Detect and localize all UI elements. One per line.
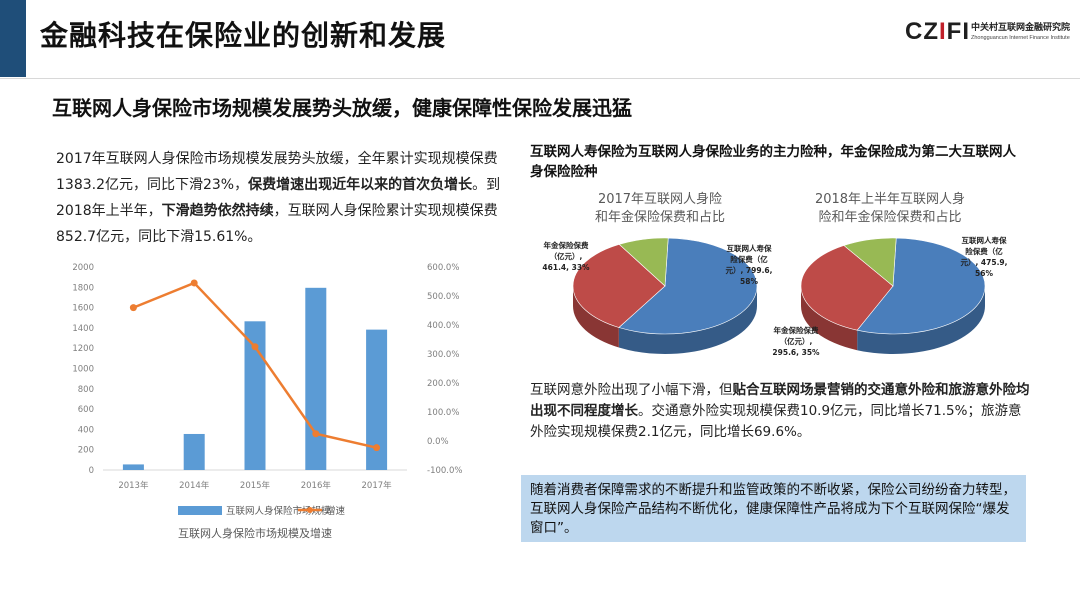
x-tick-label: 2013年 (118, 480, 149, 491)
pie-slice (618, 237, 758, 335)
x-tick-label: 2017年 (362, 480, 393, 491)
left-paragraph-part: 2017年互联网人身保险市场规模发展势头放缓，全年累计实现规模保费1383.2亿… (56, 151, 498, 193)
label-line: 互联网人寿保 (961, 236, 1007, 245)
growth-point-2016年 (312, 430, 320, 438)
bar-2014年 (183, 433, 205, 470)
label-line: 年金保险保费 (543, 241, 589, 250)
page-title: 金融科技在保险业的创新和发展 (40, 19, 447, 52)
pie-chart-2018h1 (800, 237, 986, 354)
y-right-tick-label: 100.0% (427, 408, 459, 418)
pie-slice-side (801, 286, 858, 351)
logo-mark: CZIFI (905, 18, 970, 45)
bar-2013年 (122, 464, 144, 470)
y-left-tick-label: 1200 (72, 344, 94, 354)
x-tick-label: 2016年 (301, 480, 332, 491)
chart-title: 互联网人身保险市场规模及增速 (178, 526, 332, 540)
pie-slice (856, 237, 986, 335)
logo-english-name: Zhongguancun Internet Finance Institute (971, 35, 1070, 41)
header-divider (0, 78, 1080, 79)
y-right-tick-label: 400.0% (427, 321, 459, 331)
y-right-tick-label: 500.0% (427, 292, 459, 302)
bar-2016年 (305, 287, 327, 470)
y-left-tick-label: 400 (78, 425, 94, 435)
y-left-tick-label: 200 (78, 446, 94, 456)
pie-2017-label-annuity: 年金保险保费 （亿元）, 461.4, 33% (535, 240, 597, 273)
left-paragraph-bold: 下滑趋势依然持续 (161, 203, 274, 219)
y-right-tick-label: 600.0% (427, 263, 459, 273)
legend-swatch-bar (178, 506, 222, 515)
growth-point-2013年 (129, 304, 137, 312)
pie-slice-side (857, 286, 985, 354)
left-paragraph-part: ，互联网人身保险累计实现规模保费852.7亿元，同比下滑15.61%。 (56, 203, 498, 245)
y-left-tick-label: 800 (78, 385, 94, 395)
y-left-tick-label: 600 (78, 405, 94, 415)
label-line: 58% (740, 277, 758, 286)
pie-2017-title: 2017年互联网人身险 和年金保险保费和占比 (560, 191, 760, 227)
bar-2017年 (366, 329, 388, 470)
y-left-tick-label: 1000 (72, 365, 94, 375)
growth-point-2017年 (373, 444, 381, 452)
y-right-tick-label: 200.0% (427, 379, 459, 389)
pie-slice (843, 237, 897, 287)
pie-2017-title-line2: 和年金保险保费和占比 (594, 210, 725, 225)
label-line: （亿元）, (779, 337, 813, 346)
pie-slice (800, 245, 894, 331)
pie-slice-side (573, 286, 619, 348)
right-paragraph: 互联网意外险出现了小幅下滑，但贴合互联网场景营销的交通意外险和旅游意外险均出现不… (530, 380, 1030, 443)
pie-chart-2017 (572, 237, 758, 354)
section-subtitle: 互联网人身保险市场规模发展势头放缓，健康保障性保险发展迅猛 (52, 96, 632, 120)
conclusion-box (521, 475, 1026, 542)
y-right-tick-label: 300.0% (427, 350, 459, 360)
pie-2017-label-life: 互联网人寿保 险保费（亿 元）, 799.6, 58% (718, 243, 780, 287)
pie-2017-title-line1: 2017年互联网人身险 (597, 192, 723, 207)
left-paragraph-part: 。到2018年上半年， (56, 177, 501, 219)
bar-2015年 (244, 321, 266, 470)
conclusion-text: 随着消费者保障需求的不断提升和监管政策的不断收紧，保险公司纷纷奋力转型，互联网人… (530, 482, 1016, 536)
x-tick-label: 2014年 (179, 480, 210, 491)
label-line: 295.6, 35% (772, 348, 820, 357)
market-size-growth-chart: 0 200 400 600 800 1000 1200 1400 1600 1800 2000 -1… (72, 263, 462, 540)
y-right-tick-label: -100.0% (427, 466, 462, 476)
right-heading: 互联网人寿保险为互联网人身保险业务的主力险种，年金保险成为第二大互联网人身保险险… (530, 144, 1016, 180)
legend-label-bar: 互联网人身保险市场规模 (226, 505, 331, 517)
left-paragraph: 2017年互联网人身保险市场规模发展势头放缓，全年累计实现规模保费1383.2亿… (56, 146, 506, 250)
y-left-tick-label: 0 (89, 466, 94, 476)
legend-label-line: 增速 (326, 505, 346, 517)
right-paragraph-bold: 贴合互联网场景营销的交通意外险和旅游意外险均出现不同程度增长 (530, 382, 1030, 419)
legend-swatch-marker (307, 507, 313, 513)
label-line: 元）, 475.9, (960, 258, 1008, 267)
right-paragraph-part: 互联网意外险出现了小幅下滑，但 (530, 382, 733, 398)
label-line: 461.4, 33% (542, 263, 590, 272)
pie-slice (618, 237, 669, 287)
label-line: 56% (975, 269, 993, 278)
pie-2018h1-title: 2018年上半年互联网人身 险和年金保险保费和占比 (790, 191, 990, 227)
pie-slice-side (618, 286, 757, 354)
label-line: 互联网人寿保 (726, 244, 772, 253)
y-left-tick-label: 1800 (72, 283, 94, 293)
label-line: 险保费（亿 (965, 247, 1003, 256)
pie-2018h1-label-life: 互联网人寿保 险保费（亿 元）, 475.9, 56% (953, 235, 1015, 279)
label-line: 年金保险保费 (773, 326, 819, 335)
logo-chinese-name: 中关村互联网金融研究院 (971, 23, 1071, 33)
x-tick-label: 2015年 (240, 480, 271, 491)
pie-2018h1-title-line1: 2018年上半年互联网人身 (814, 192, 966, 207)
title-accent-bar (0, 0, 26, 77)
y-left-tick-label: 1600 (72, 304, 94, 314)
growth-point-2014年 (190, 279, 198, 287)
y-left-tick-label: 1400 (72, 324, 94, 334)
left-paragraph-bold: 保费增速出现近年以来的首次负增长 (248, 177, 473, 193)
label-line: （亿元）, (549, 252, 583, 261)
pie-2018h1-label-annuity: 年金保险保费 （亿元）, 295.6, 35% (765, 325, 827, 358)
institute-logo: CZIFI 中关村互联网金融研究院 Zhongguancun Internet … (905, 18, 1070, 58)
pie-2018h1-title-line2: 险和年金保险保费和占比 (818, 210, 962, 225)
label-line: 险保费（亿 (730, 255, 768, 264)
right-paragraph-part: 。交通意外险实现规模保费10.9亿元，同比增长71.5%；旅游意外险实现规模保费… (530, 403, 1022, 440)
y-left-tick-label: 2000 (72, 263, 94, 273)
y-right-tick-label: 0.0% (427, 437, 449, 447)
growth-point-2015年 (251, 343, 259, 351)
label-line: 元）, 799.6, (725, 266, 773, 275)
